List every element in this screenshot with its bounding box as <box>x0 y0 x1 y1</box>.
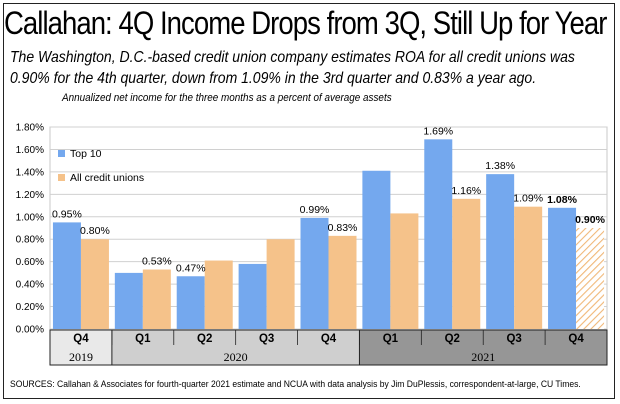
year-band <box>50 330 112 365</box>
data-label: 0.99% <box>300 204 330 216</box>
y-tick-label: 0.80% <box>16 235 44 246</box>
bar-top10 <box>362 170 391 329</box>
bar-top10 <box>176 276 205 329</box>
y-tick-label: 1.60% <box>16 145 44 156</box>
data-label: 1.38% <box>485 160 515 172</box>
x-tick-label: Q3 <box>259 333 274 345</box>
data-label: 0.47% <box>176 262 206 274</box>
x-tick-label: Q4 <box>73 333 89 345</box>
bar-top10 <box>52 222 81 329</box>
bar-top10 <box>238 263 267 329</box>
y-tick-label: 0.40% <box>16 280 44 291</box>
y-tick-label: 0.00% <box>16 325 44 336</box>
data-label: 0.95% <box>52 208 82 220</box>
data-label: 0.80% <box>80 225 110 237</box>
x-tick-label: Q1 <box>383 333 399 345</box>
chart-subtitle: The Washington, D.C.-based credit union … <box>10 49 575 87</box>
data-label: 1.09% <box>513 193 543 205</box>
y-tick-label: 1.00% <box>16 212 44 223</box>
x-tick-label: Q4 <box>321 333 337 345</box>
bar-all-cu <box>204 260 233 329</box>
data-label: 0.83% <box>328 222 358 234</box>
data-label: 1.69% <box>423 125 453 137</box>
legend-label: All credit unions <box>70 172 144 184</box>
bar-all-cu <box>576 228 605 329</box>
y-tick-label: 1.20% <box>16 190 44 201</box>
data-label: 0.90% <box>575 214 605 226</box>
bar-top10 <box>548 207 577 329</box>
bar-all-cu <box>142 269 171 329</box>
chart-note: Annualized net income for the three mont… <box>62 92 392 104</box>
bar-top10 <box>424 139 453 329</box>
data-label: 1.08% <box>547 194 577 206</box>
x-tick-label: Q4 <box>568 333 584 345</box>
x-tick-label: Q2 <box>445 333 460 345</box>
bar-all-cu <box>514 206 543 329</box>
legend-label: Top 10 <box>70 148 102 160</box>
year-label: 2019 <box>69 350 93 364</box>
legend-swatch-top10 <box>58 150 65 157</box>
source-note: SOURCES: Callahan & Associates for fourt… <box>10 379 581 390</box>
year-label: 2021 <box>471 350 495 364</box>
chart-title: Callahan: 4Q Income Drops from 3Q, Still… <box>4 5 607 41</box>
x-tick-label: Q3 <box>506 333 521 345</box>
bar-all-cu <box>390 213 419 329</box>
bar-all-cu <box>452 198 481 329</box>
legend-swatch-all-cu <box>58 174 65 181</box>
x-tick-label: Q1 <box>135 333 151 345</box>
y-tick-label: 0.60% <box>16 257 44 268</box>
year-label: 2020 <box>224 350 248 364</box>
data-label: 1.16% <box>451 185 481 197</box>
x-tick-label: Q2 <box>197 333 212 345</box>
y-tick-label: 1.80% <box>16 123 44 134</box>
y-tick-label: 1.40% <box>16 167 44 178</box>
x-axis-band <box>49 329 608 366</box>
bar-top10 <box>114 272 143 329</box>
y-tick-label: 0.20% <box>16 302 44 313</box>
bar-all-cu <box>266 239 295 329</box>
bar-all-cu <box>80 239 109 329</box>
bar-top10 <box>486 174 515 329</box>
bar-all-cu <box>328 235 357 329</box>
data-label: 0.53% <box>142 256 172 268</box>
bar-top10 <box>300 217 329 329</box>
